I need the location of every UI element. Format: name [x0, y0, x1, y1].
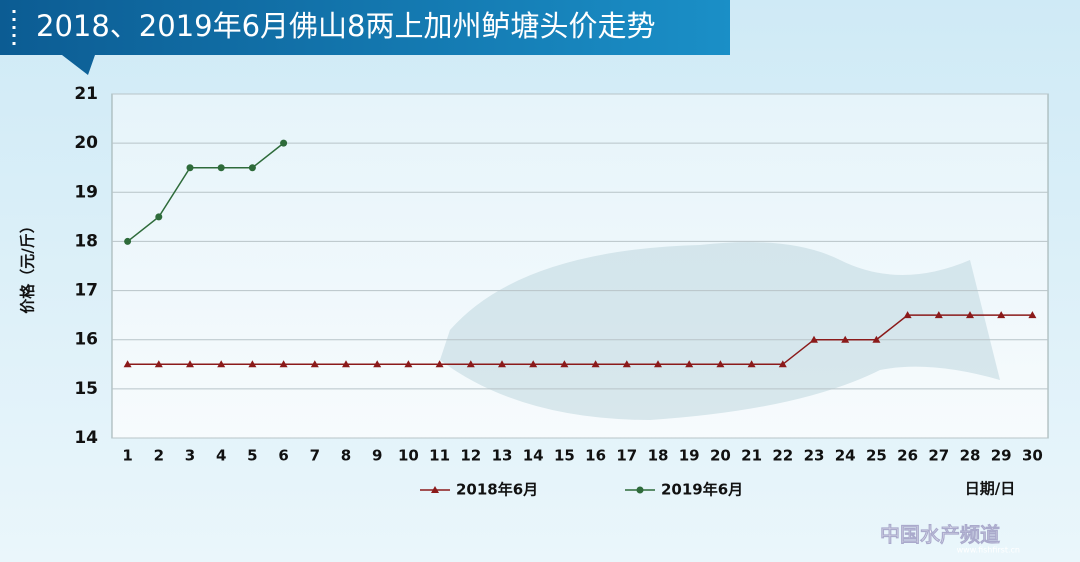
x-tick-label: 15 — [554, 447, 575, 465]
data-point — [778, 360, 787, 368]
x-tick-label: 17 — [616, 447, 637, 465]
x-tick-label: 25 — [866, 447, 887, 465]
x-tick-label: 28 — [960, 447, 981, 465]
y-tick-label: 17 — [74, 281, 98, 301]
y-tick-label: 16 — [74, 330, 98, 350]
x-tick-label: 19 — [679, 447, 700, 465]
data-point — [248, 360, 257, 368]
data-point — [431, 486, 439, 493]
x-tick-label: 16 — [585, 447, 606, 465]
data-point — [310, 360, 319, 368]
data-point — [716, 360, 725, 368]
data-point — [810, 335, 818, 343]
x-tick-label: 20 — [710, 447, 731, 465]
x-tick-label: 8 — [341, 447, 351, 465]
watermark: 中国水产频道 — [880, 523, 1000, 547]
x-tick-label: 4 — [216, 447, 226, 465]
y-tick-label: 18 — [74, 231, 98, 251]
x-tick-label: 30 — [1022, 447, 1043, 465]
y-tick-label: 20 — [74, 133, 98, 153]
x-tick-label: 11 — [429, 447, 450, 465]
data-point — [997, 311, 1006, 319]
x-tick-label: 29 — [991, 447, 1012, 465]
data-point — [529, 360, 538, 368]
data-point — [903, 311, 912, 319]
data-point — [217, 164, 225, 172]
series-line — [127, 314, 1033, 366]
x-tick-label: 14 — [523, 447, 544, 465]
data-point — [466, 360, 475, 368]
data-point — [404, 360, 413, 368]
data-point — [841, 335, 850, 343]
y-tick-label: 19 — [74, 182, 98, 202]
x-tick-label: 24 — [835, 447, 856, 465]
watermark-url: www.fishfirst.cn — [957, 546, 1020, 555]
x-tick-label: 12 — [460, 447, 481, 465]
x-tick-label: 26 — [897, 447, 918, 465]
data-point — [279, 360, 288, 368]
data-point — [622, 360, 631, 368]
data-point — [435, 360, 444, 368]
x-tick-label: 23 — [804, 447, 825, 465]
x-tick-label: 7 — [310, 447, 320, 465]
x-axis-label: 日期/日 — [965, 480, 1015, 498]
title-banner — [0, 0, 730, 75]
series-line — [127, 142, 285, 243]
x-tick-label: 6 — [278, 447, 288, 465]
x-tick-label: 3 — [185, 447, 195, 465]
data-point — [124, 237, 132, 245]
data-point — [685, 360, 694, 368]
data-point — [155, 213, 163, 221]
data-point — [248, 164, 256, 172]
data-point — [154, 360, 163, 368]
data-point — [498, 360, 506, 368]
data-point — [934, 311, 943, 319]
x-tick-label: 13 — [492, 447, 513, 465]
data-point — [966, 311, 974, 319]
legend-label: 2018年6月 — [456, 481, 538, 499]
x-tick-label: 5 — [247, 447, 257, 465]
data-point — [280, 139, 288, 147]
data-point — [186, 360, 194, 368]
chart-title: 2018、2019年6月佛山8两上加州鲈塘头价走势 — [36, 9, 656, 43]
data-point — [373, 360, 382, 368]
x-tick-label: 9 — [372, 447, 382, 465]
data-point — [342, 360, 350, 368]
y-tick-label: 21 — [74, 84, 98, 104]
legend-label: 2019年6月 — [661, 481, 743, 499]
data-point — [186, 164, 194, 172]
data-point — [560, 360, 569, 368]
x-tick-label: 21 — [741, 447, 762, 465]
x-tick-label: 10 — [398, 447, 419, 465]
data-point — [591, 360, 600, 368]
data-point — [217, 360, 226, 368]
data-point — [654, 360, 662, 368]
data-point — [747, 360, 756, 368]
data-point — [636, 486, 644, 494]
data-point — [872, 335, 881, 343]
y-tick-label: 15 — [74, 379, 98, 399]
data-point — [123, 360, 132, 368]
x-tick-label: 2 — [154, 447, 164, 465]
y-axis-label: 价格（元/斤） — [19, 218, 37, 313]
x-tick-label: 22 — [772, 447, 793, 465]
fish-illustration — [440, 242, 1000, 420]
x-tick-label: 1 — [122, 447, 132, 465]
x-tick-label: 18 — [648, 447, 669, 465]
data-point — [1028, 311, 1037, 319]
y-tick-label: 14 — [74, 428, 98, 448]
x-tick-label: 27 — [928, 447, 949, 465]
